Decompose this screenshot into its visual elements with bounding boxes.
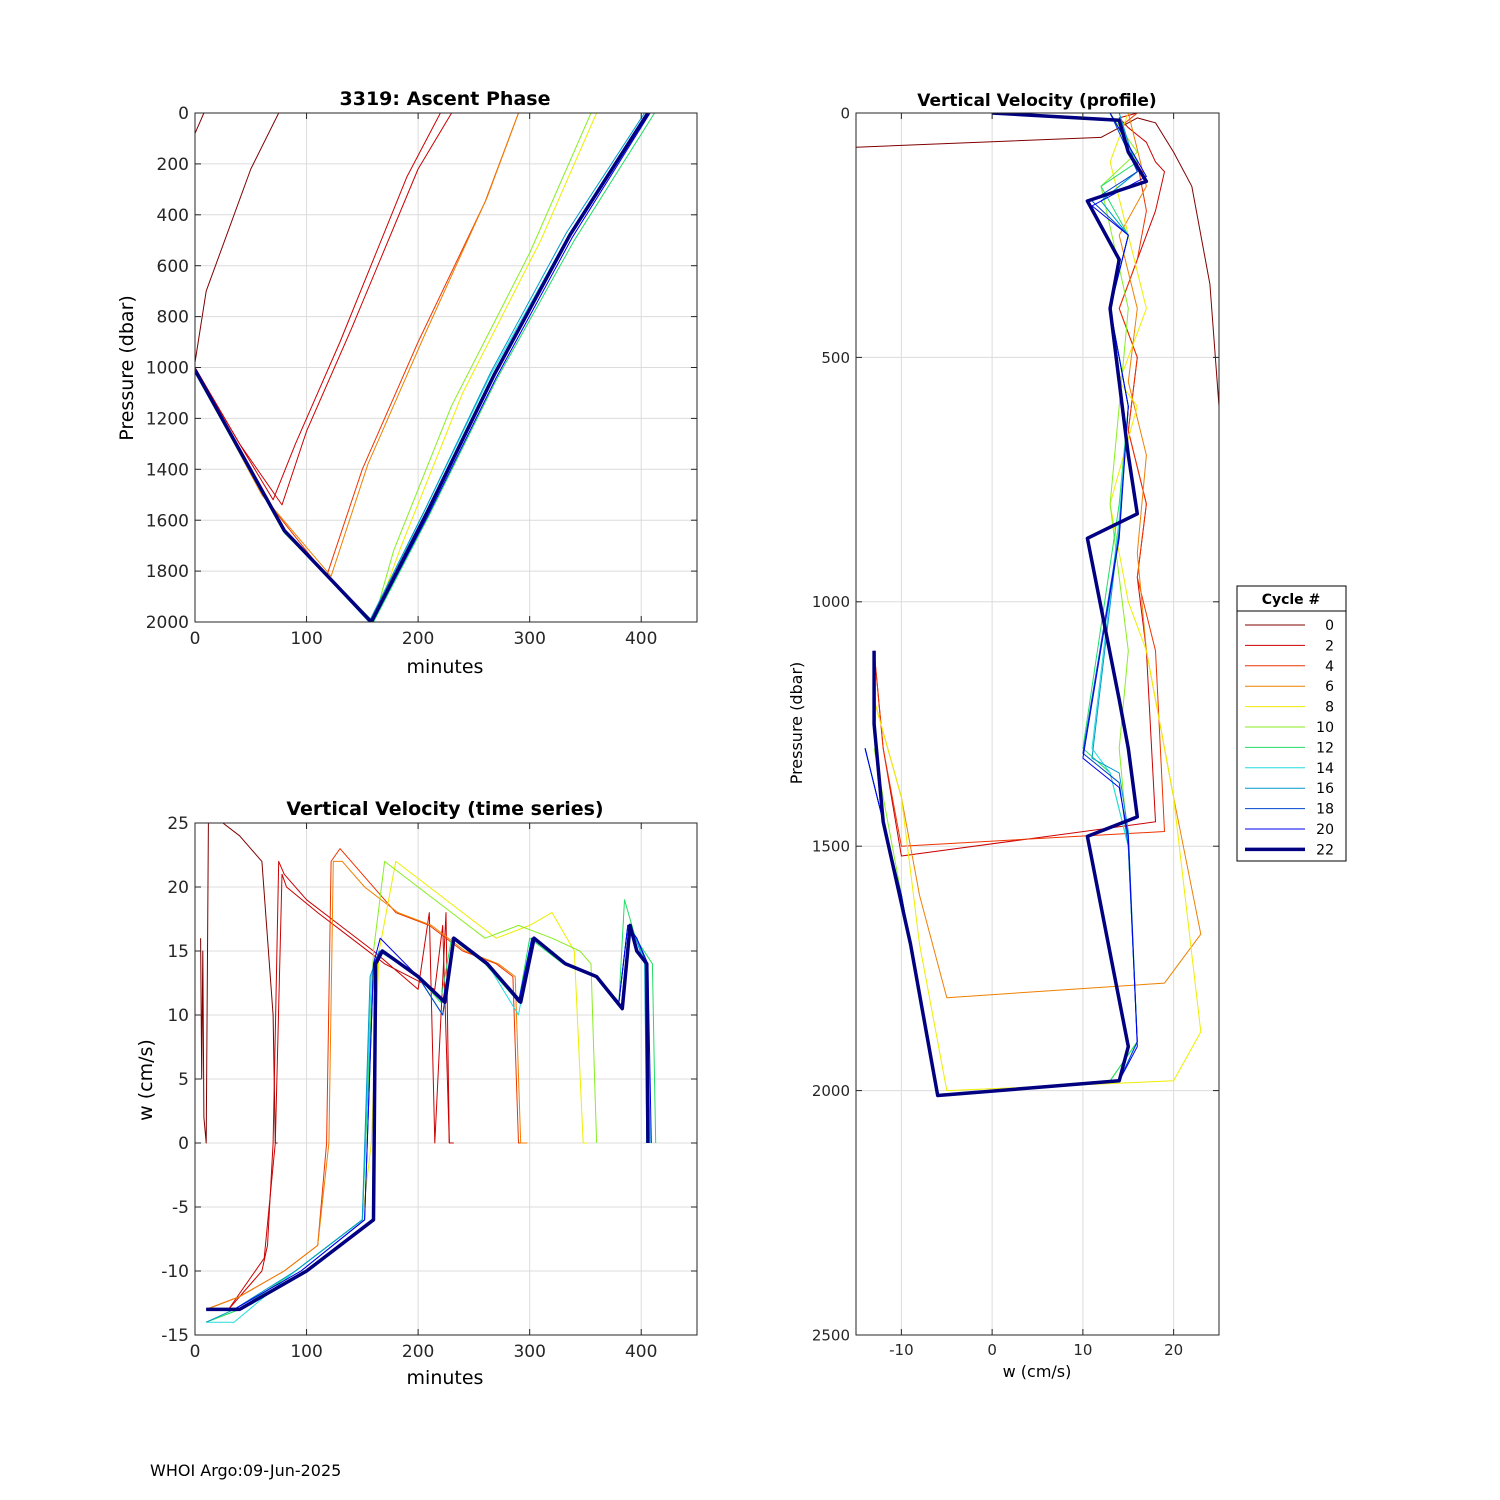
profile-series-cycle-12 <box>864 113 1138 1096</box>
profile-xtick-label: 0 <box>987 1341 997 1359</box>
timeseries-ytick-label: 25 <box>167 814 189 834</box>
ascent-ytick-label: 600 <box>157 257 189 277</box>
legend-box <box>1236 585 1347 862</box>
ascent-ytick-label: 200 <box>157 155 189 175</box>
timeseries-series-cycle-20 <box>206 924 652 1310</box>
timeseries-series-cycle-2 <box>206 873 454 1310</box>
timeseries-ytick-label: -15 <box>161 1326 189 1346</box>
ascent-xtick-label: 0 <box>190 629 201 649</box>
ascent-series-cycle-22 <box>195 113 650 622</box>
ascent-ytick-label: 1800 <box>146 562 189 582</box>
profile-series-cycle-4 <box>873 113 1165 847</box>
profile-series-cycle-6 <box>873 113 1202 999</box>
legend-label-cycle-16: 16 <box>1316 781 1334 797</box>
profile-xtick-label: 10 <box>1073 1341 1092 1359</box>
legend-label-cycle-14: 14 <box>1316 761 1334 777</box>
timeseries-series-cycle-6 <box>206 860 528 1310</box>
timeseries-xtick-label: 100 <box>290 1342 322 1362</box>
timeseries-ytick-label: 15 <box>167 942 189 962</box>
profile-xtick-label: -10 <box>889 1341 914 1359</box>
ascent-series-cycle-2 <box>195 113 453 506</box>
timeseries-series-cycle-2 <box>206 860 450 1310</box>
timeseries-ytick-label: 0 <box>178 1134 189 1154</box>
profile-axes-frame <box>855 112 1220 1336</box>
ascent-title: 3319: Ascent Phase <box>340 88 551 110</box>
legend-label-cycle-4: 4 <box>1325 659 1334 675</box>
timeseries-series-cycle-0 <box>200 823 278 1144</box>
footer-stamp: WHOI Argo:09-Jun-2025 <box>150 1461 342 1480</box>
profile-series-cycle-18 <box>864 113 1138 1096</box>
profile-series-cycle-22 <box>872 113 1149 1098</box>
legend-label-cycle-18: 18 <box>1316 802 1334 818</box>
timeseries-ytick-label: 10 <box>167 1006 189 1026</box>
timeseries-title: Vertical Velocity (time series) <box>286 798 603 820</box>
legend-label-cycle-22: 22 <box>1316 842 1334 858</box>
profile-ytick-label: 500 <box>821 349 850 367</box>
ascent-series-cycle-2 <box>195 113 441 501</box>
timeseries-xtick-label: 200 <box>402 1342 434 1362</box>
ascent-series-cycle-0 <box>195 113 280 363</box>
timeseries-series-cycle-8 <box>206 860 588 1310</box>
ascent-ytick-label: 1600 <box>146 511 189 531</box>
ascent-xtick-label: 400 <box>625 629 657 649</box>
ascent-xtick-label: 300 <box>513 629 545 649</box>
cycle-legend: Cycle # 0 2 4 6 8 10 12 14 16 18 20 22 <box>1236 585 1347 862</box>
profile-ytick-label: 1000 <box>812 593 850 611</box>
velocity-profile-plot: Vertical Velocity (profile) w (cm/s) Pre… <box>787 91 1220 1381</box>
timeseries-ytick-label: -10 <box>161 1262 189 1282</box>
timeseries-ylabel: w (cm/s) <box>135 1039 157 1121</box>
profile-ytick-label: 2000 <box>812 1082 850 1100</box>
timeseries-ytick-label: 5 <box>178 1070 189 1090</box>
ascent-xtick-label: 200 <box>402 629 434 649</box>
profile-series-cycle-10 <box>873 113 1138 1096</box>
timeseries-xtick-label: 0 <box>190 1342 201 1362</box>
legend-label-cycle-12: 12 <box>1316 740 1334 756</box>
legend-label-cycle-6: 6 <box>1325 679 1334 695</box>
legend-title: Cycle # <box>1262 592 1321 608</box>
timeseries-ytick-label: 20 <box>167 878 189 898</box>
profile-series-cycle-16 <box>864 113 1138 1096</box>
ascent-phase-plot: 3319: Ascent Phase minutes Pressure (dba… <box>116 88 698 678</box>
legend-label-cycle-10: 10 <box>1316 720 1334 736</box>
timeseries-series-cycle-22 <box>206 923 650 1312</box>
timeseries-xtick-label: 300 <box>513 1342 545 1362</box>
ascent-xlabel: minutes <box>407 656 484 678</box>
timeseries-ytick-label: -5 <box>172 1198 189 1218</box>
profile-ylabel: Pressure (dbar) <box>787 662 806 785</box>
legend-label-cycle-0: 0 <box>1325 618 1334 634</box>
ascent-ylabel: Pressure (dbar) <box>116 295 138 441</box>
profile-title: Vertical Velocity (profile) <box>917 91 1156 111</box>
ascent-ytick-label: 800 <box>157 308 189 328</box>
ascent-ytick-label: 1000 <box>146 359 189 379</box>
profile-ytick-label: 0 <box>840 104 850 122</box>
legend-label-cycle-20: 20 <box>1316 822 1334 838</box>
ascent-ytick-label: 0 <box>178 104 189 124</box>
profile-ytick-label: 1500 <box>812 838 850 856</box>
ascent-xtick-label: 100 <box>290 629 322 649</box>
ascent-series-cycle-6 <box>195 113 519 577</box>
timeseries-series-cycle-18 <box>206 924 650 1310</box>
profile-xlabel: w (cm/s) <box>1003 1362 1072 1381</box>
ascent-series-cycle-0 <box>195 113 205 134</box>
profile-series-cycle-14 <box>864 113 1138 1096</box>
ascent-series-cycle-4 <box>195 113 519 577</box>
legend-label-cycle-8: 8 <box>1325 700 1334 716</box>
profile-xtick-label: 20 <box>1164 1341 1183 1359</box>
timeseries-xtick-label: 400 <box>625 1342 657 1362</box>
velocity-timeseries-plot: Vertical Velocity (time series) minutes … <box>135 798 698 1389</box>
profile-series-cycle-0 <box>856 117 1219 534</box>
profile-ytick-label: 2500 <box>812 1326 850 1344</box>
ascent-ytick-label: 1200 <box>146 410 189 430</box>
profile-series-cycle-8 <box>873 113 1202 1092</box>
ascent-ytick-label: 1400 <box>146 460 189 480</box>
legend-label-cycle-2: 2 <box>1325 638 1334 654</box>
ascent-ytick-label: 2000 <box>146 613 189 633</box>
ascent-ytick-label: 400 <box>157 206 189 226</box>
timeseries-xlabel: minutes <box>407 1367 484 1389</box>
